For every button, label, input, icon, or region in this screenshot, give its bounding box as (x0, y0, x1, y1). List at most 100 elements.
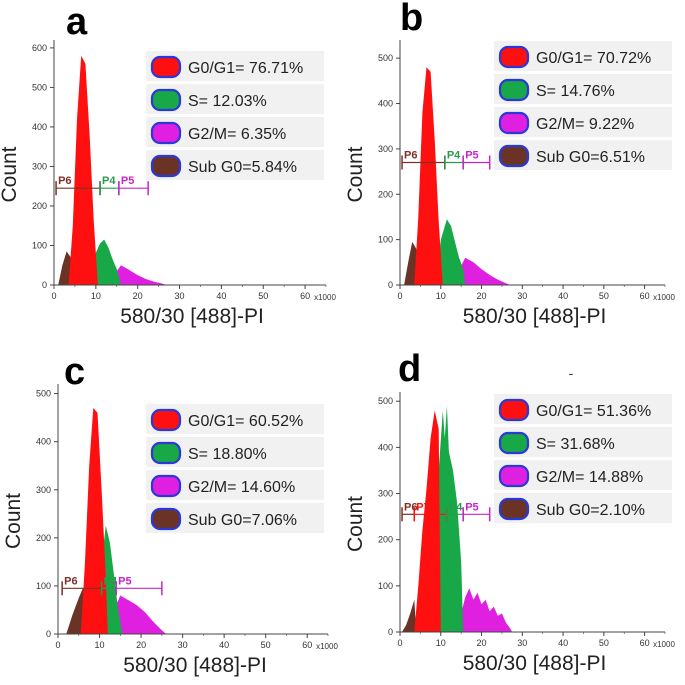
legend-item: G2/M= 6.35% (146, 117, 324, 147)
x-tick-label: 50 (599, 638, 609, 648)
legend: G0/G1= 51.36% S= 31.68% G2/M= 14.88% Sub G0… (494, 394, 672, 523)
legend-swatch (150, 474, 182, 498)
x-tick-label: 20 (136, 640, 146, 650)
legend-swatch (150, 88, 182, 112)
x-tick-label: 10 (95, 640, 105, 650)
legend: G0/G1= 60.52% S= 18.80% G2/M= 14.60% Sub G0… (146, 404, 324, 533)
gate-p5: P5 (118, 175, 149, 196)
legend: G0/G1= 76.71% S= 12.03% G2/M= 6.35% Sub G0=… (146, 51, 324, 180)
x-tick-label: 0 (55, 640, 60, 650)
x-tick-label: 0 (397, 638, 402, 648)
legend-label: Sub G0=2.10% (536, 502, 645, 519)
x-tick-label: 60 (640, 638, 650, 648)
series-g2-m (453, 257, 511, 285)
y-tick-label: 0 (46, 629, 51, 639)
panel-label: d (398, 348, 421, 390)
legend-item: Sub G0=6.51% (494, 140, 672, 170)
y-tick-label: 400 (36, 437, 51, 447)
legend-item: G0/G1= 70.72% (494, 41, 672, 71)
legend-item: G2/M= 14.60% (146, 470, 324, 500)
gate-label: P4 (104, 575, 118, 587)
x-tick-label: 20 (477, 291, 487, 301)
y-axis-label: Count (0, 146, 21, 202)
x-tick-label: 30 (178, 640, 188, 650)
x-tick-label: 50 (599, 291, 609, 301)
gate-label: P5 (465, 150, 478, 162)
gate-label: P7 (416, 501, 429, 513)
series-g0-g1 (68, 55, 98, 285)
y-tick-label: 200 (32, 201, 47, 211)
y-tick-label: 400 (32, 122, 47, 132)
gate-label: P5 (465, 501, 478, 513)
legend-swatch (150, 441, 182, 465)
y-tick-label: 200 (36, 533, 51, 543)
series-s (91, 239, 121, 285)
x-tick-label: 40 (558, 638, 568, 648)
series-g2-m (108, 265, 167, 285)
legend-swatch (498, 464, 530, 488)
series-g0-g1 (414, 67, 443, 285)
gate-label: P6 (404, 150, 417, 162)
gate-label: P4 (102, 175, 116, 187)
legend-swatch (150, 55, 182, 79)
x-tick-label: 40 (219, 640, 229, 650)
y-tick-label: 600 (32, 43, 47, 53)
legend-swatch (498, 431, 530, 455)
y-tick-label: 300 (36, 485, 51, 495)
legend-item: S= 12.03% (146, 84, 324, 114)
legend-label: G2/M= 9.22% (536, 116, 634, 133)
legend-label: G2/M= 14.60% (188, 479, 295, 496)
x-tick-label: 60 (300, 291, 310, 301)
legend-swatch (150, 121, 182, 145)
x-axis-label: 580/30 [488]-PI (463, 652, 607, 675)
x-multiplier-label: x1000 (316, 642, 338, 651)
x-axis-label: 580/30 [488]-PI (123, 654, 267, 677)
y-tick-label: 100 (32, 240, 47, 250)
y-axis-label: Count (344, 496, 367, 552)
x-tick-label: 10 (436, 638, 446, 648)
legend-item: S= 31.68% (494, 427, 672, 457)
x-tick-label: 50 (261, 640, 271, 650)
legend-item: G0/G1= 51.36% (494, 394, 672, 424)
series-sub-g0 (402, 599, 417, 632)
x-tick-label: 10 (91, 291, 101, 301)
legend-label: S= 12.03% (188, 93, 267, 110)
gate-label: P5 (121, 175, 134, 187)
y-tick-label: 300 (32, 161, 47, 171)
legend-label: G0/G1= 60.52% (188, 413, 303, 430)
legend-label: Sub G0=6.51% (536, 149, 645, 166)
legend-swatch (150, 154, 182, 178)
gate-p4: P4 (444, 150, 464, 170)
legend-label: S= 31.68% (536, 436, 615, 453)
legend-swatch (498, 45, 530, 69)
legend-label: Sub G0=7.06% (188, 512, 297, 529)
legend-label: G0/G1= 51.36% (536, 403, 651, 420)
legend-item: G2/M= 9.22% (494, 107, 672, 137)
legend-item: Sub G0=5.84% (146, 150, 324, 180)
stray-mark: - (569, 365, 574, 381)
legend-label: Sub G0=5.84% (188, 159, 297, 176)
x-tick-label: 60 (302, 640, 312, 650)
y-tick-label: 0 (42, 280, 47, 290)
legend-swatch (498, 144, 530, 168)
panel-d: d Count 580/30 [488]-PI x1000 0 10 20 30 40 50 60 0… (344, 348, 675, 675)
series-s (436, 219, 466, 285)
x-tick-label: 20 (133, 291, 143, 301)
gate-p5: P5 (462, 501, 491, 522)
y-tick-label: 500 (378, 396, 393, 406)
panel-label: c (64, 351, 85, 393)
x-tick-label: 40 (216, 291, 226, 301)
gate-label: P6 (64, 575, 77, 587)
x-multiplier-label: x1000 (653, 640, 675, 649)
x-tick-label: 60 (640, 291, 650, 301)
x-tick-label: 20 (477, 638, 487, 648)
series-g0-g1 (80, 408, 108, 634)
x-axis-label: 580/30 [488]-PI (120, 305, 264, 328)
gate-p5: P5 (462, 150, 491, 170)
legend-swatch (150, 408, 182, 432)
legend-label: G0/G1= 70.72% (536, 50, 651, 67)
legend-swatch (498, 497, 530, 521)
y-tick-label: 0 (388, 280, 393, 290)
legend-swatch (498, 78, 530, 102)
